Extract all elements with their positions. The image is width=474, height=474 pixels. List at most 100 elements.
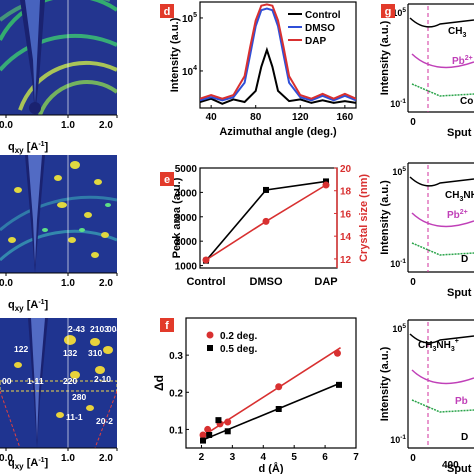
panel-g-tick-base: 10: [390, 99, 400, 109]
panel-e-chart: 1000 2000 3000 4000 5000 12 14 16 18 20 Control DMS…: [171, 164, 370, 288]
gixd-axis-sub: xy: [15, 304, 24, 313]
panel-f-legend-marker-0: [206, 331, 214, 339]
panel-e-marker-circle: [262, 217, 270, 225]
panel-e-y-tick-label: 4000: [175, 188, 198, 199]
panel-f-legend-label-1: 0.5 deg.: [220, 344, 257, 355]
panel-d-x-tick-label: 120: [292, 112, 309, 123]
panel-g-label-ch3: CH3: [448, 26, 466, 39]
panel-d-series-group: [200, 3, 356, 105]
ion-ch: CH: [448, 26, 462, 37]
panel-e-y2-tick-label: 20: [340, 164, 352, 175]
panel-g-pb-trace: [411, 369, 474, 385]
ion-sup: 2+: [460, 209, 468, 216]
panel-d-legend-label-0: Control: [305, 10, 341, 21]
panel-e-category-label: Control: [186, 276, 225, 288]
panel-e-marker-square: [323, 178, 329, 185]
panel-g-tick-base: 10: [390, 435, 400, 445]
panel-f-ylabel: Δd: [152, 375, 166, 391]
panel-d-xlabel: Azimuthal angle (deg.): [219, 126, 337, 138]
panel-f-legend-marker-1: [207, 345, 213, 351]
gixd-axis-close: ]: [45, 457, 49, 469]
panel-d-series-line-2: [200, 3, 356, 100]
panel-f-x-tick-label: 7: [353, 452, 359, 463]
ion-sub: 3: [451, 346, 455, 353]
panel-f-x-tick-label: 5: [291, 452, 297, 463]
panel-g-ylabel: Intensity (a.u.): [379, 346, 391, 421]
panel-g-y-tick-label: 10-1: [390, 258, 406, 269]
panel-labels: d e f g: [160, 4, 395, 332]
ion-pb: Pb: [452, 56, 465, 67]
panel-g-ch3nh3-trace: [409, 176, 474, 187]
panel-d-y-tick-exp: 5: [193, 12, 197, 19]
panel-d-x-tick-label: 40: [206, 112, 218, 123]
panel-f-marker-square: [336, 381, 342, 388]
miller-index-label: 310: [88, 348, 102, 358]
panel-f-marker-circle: [275, 383, 283, 391]
panel-g-tick-exp: -1: [400, 98, 406, 105]
panel-label-e: e: [164, 174, 170, 186]
panel-g-tick-base: 10: [392, 167, 402, 177]
miller-index-label: 220: [63, 376, 77, 386]
panel-e-y-tick-label: 3000: [175, 213, 198, 224]
gixd-axis-exp: -1: [38, 457, 44, 464]
gixd-axis-unit: [A: [24, 141, 39, 153]
ion-plus: +: [455, 338, 459, 345]
panel-g-x-tick-label: 0: [410, 453, 416, 464]
panel-g-label-pb-2: Pb2+: [447, 209, 468, 221]
panel-f-x-tick-label: 6: [322, 452, 328, 463]
miller-index-label: 132: [63, 348, 77, 358]
gixd-axis-close: ]: [45, 141, 49, 153]
panel-f-y-tick-label: 0.2: [169, 388, 183, 399]
ion-nh: NH: [463, 190, 474, 201]
gixd-tick-label: 2.0: [99, 120, 113, 131]
panel-g-tick-base: 10: [392, 324, 402, 334]
panel-g-pb-trace: [411, 53, 474, 69]
panel-d-y-tick-base: 10: [182, 14, 194, 25]
panel-g-y-tick-label: 10-1: [390, 98, 406, 109]
panel-e-y2-tick-label: 16: [340, 209, 352, 220]
ion-sup: 2+: [465, 55, 473, 62]
panel-g-tick-exp: 5: [402, 166, 406, 173]
panel-e-y2label: Crystal size (nm): [358, 174, 370, 262]
gixd-axis-label: qxy [A-1]: [8, 141, 49, 155]
ion-nh: NH: [436, 340, 450, 351]
gixd-axis-unit: [A: [24, 457, 39, 469]
gixd-tick-label: 0.0: [0, 278, 13, 289]
panel-label-box-e: [160, 172, 174, 186]
panel-g-tick-base: 10: [390, 259, 400, 269]
panel-g-ylabel: Intensity (a.u.): [379, 180, 391, 255]
gixd-tick-label: 1.0: [61, 453, 75, 464]
ion-sub: 3: [459, 196, 463, 203]
miller-index-label: 00: [2, 376, 12, 386]
panel-g-y-tick-label: 105: [392, 166, 406, 177]
panel-d-legend-label-1: DMSO: [305, 23, 335, 34]
panel-g-other-trace: [411, 399, 474, 413]
gixd-axis-exp: -1: [38, 299, 44, 306]
gixd-axis-exp: -1: [38, 141, 44, 148]
panel-g-label-dap: D: [461, 432, 468, 443]
panel-label-f: f: [165, 320, 169, 332]
panel-g-y-tick-label: 105: [392, 7, 406, 18]
miller-index-label: 122: [14, 344, 28, 354]
panel-f-fit-line-1: [201, 382, 341, 442]
panel-f-marker-square: [224, 428, 231, 435]
panel-label-d: d: [164, 6, 171, 18]
ion-ch: CH: [418, 340, 432, 351]
panel-f-marker-square: [206, 432, 213, 438]
gixd-tick-label: 0.0: [0, 453, 13, 464]
panel-g-x-tick-label: 0: [410, 277, 416, 288]
panel-g-label-control: Co: [460, 96, 473, 107]
panel-label-g: g: [385, 6, 392, 18]
panel-f-legend-label-0: 0.2 deg.: [220, 331, 257, 342]
panel-d-y-tick-label: 104: [182, 65, 197, 78]
panel-f-y-tick-label: 0.3: [169, 351, 183, 362]
panel-e-ylabel: Peak area (a.u.): [171, 177, 183, 258]
panel-e-category-label: DAP: [314, 276, 337, 288]
miller-index-label: 004: [107, 324, 121, 334]
gixd-panel-middle: [0, 155, 117, 273]
panel-g-xlabel: Sput: [447, 463, 472, 474]
